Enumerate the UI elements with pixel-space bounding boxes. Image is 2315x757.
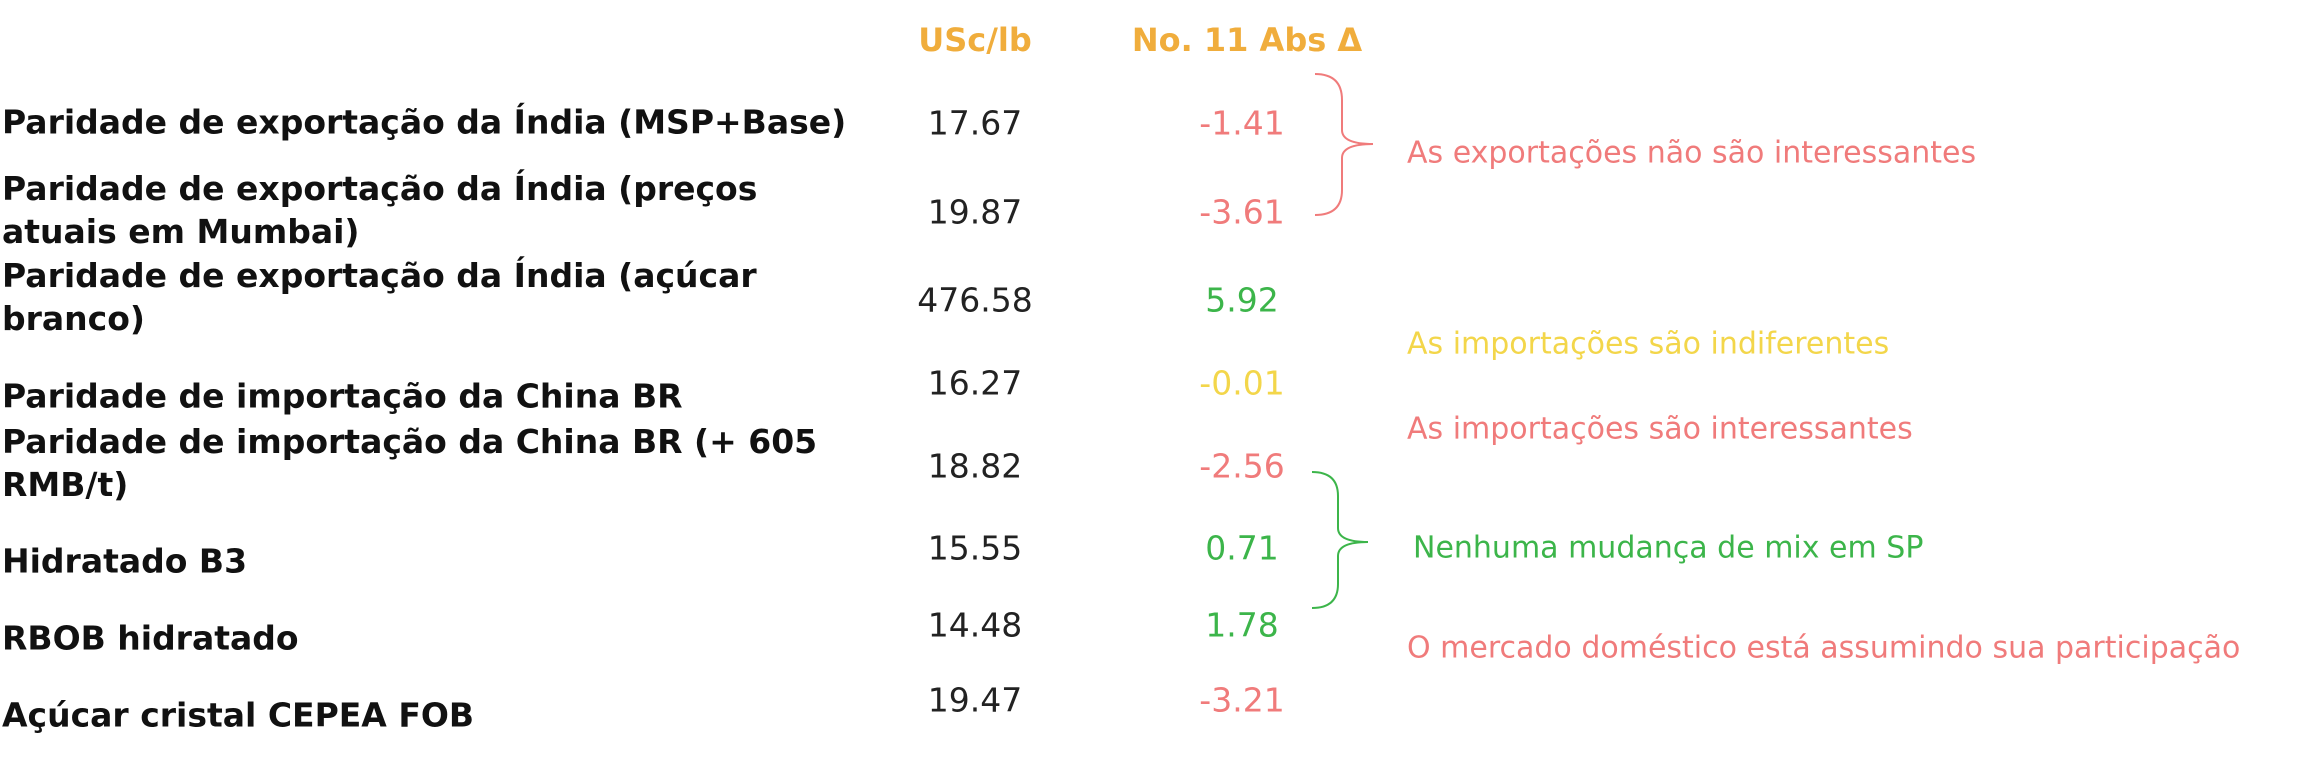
change: 0.71	[1205, 528, 1279, 568]
price: 16.27	[927, 363, 1023, 403]
brace	[1314, 73, 1374, 216]
change: 1.78	[1205, 605, 1279, 645]
row-label: RBOB hidratado	[2, 618, 299, 658]
row-label: Hidratado B3	[2, 541, 248, 581]
change: -3.21	[1199, 680, 1285, 720]
price: 15.55	[927, 528, 1023, 568]
row-label: Paridade de exportação da Índia (açúcar …	[2, 256, 757, 338]
change: 5.92	[1205, 280, 1279, 320]
price: 17.67	[927, 103, 1023, 143]
change: -1.41	[1199, 103, 1285, 143]
header-change: No. 11 Abs Δ	[1131, 21, 1363, 59]
row-label: Paridade de importação da China BR	[2, 376, 683, 416]
header-price: USc/lb	[918, 21, 1032, 59]
price: 18.82	[927, 446, 1023, 486]
price: 14.48	[927, 605, 1023, 645]
annotation: As exportações não são interessantes	[1407, 135, 1977, 171]
change: -3.61	[1199, 192, 1285, 232]
change: -0.01	[1199, 363, 1285, 403]
price: 19.87	[927, 192, 1023, 232]
annotation: Nenhuma mudança de mix em SP	[1413, 530, 1924, 566]
row-label: Paridade de importação da China BR (+ 60…	[2, 422, 818, 504]
annotation: O mercado doméstico está assumindo sua p…	[1407, 630, 2241, 666]
change: -2.56	[1199, 446, 1285, 486]
row-label: Paridade de exportação da Índia (preços …	[2, 169, 758, 251]
annotation: As importações são indiferentes	[1407, 326, 1890, 362]
row-label: Paridade de exportação da Índia (MSP+Bas…	[2, 102, 847, 142]
annotation: As importações são interessantes	[1407, 411, 1913, 447]
brace	[1311, 471, 1369, 609]
price: 476.58	[917, 280, 1033, 320]
price: 19.47	[927, 680, 1023, 720]
row-label: Açúcar cristal CEPEA FOB	[2, 695, 475, 735]
